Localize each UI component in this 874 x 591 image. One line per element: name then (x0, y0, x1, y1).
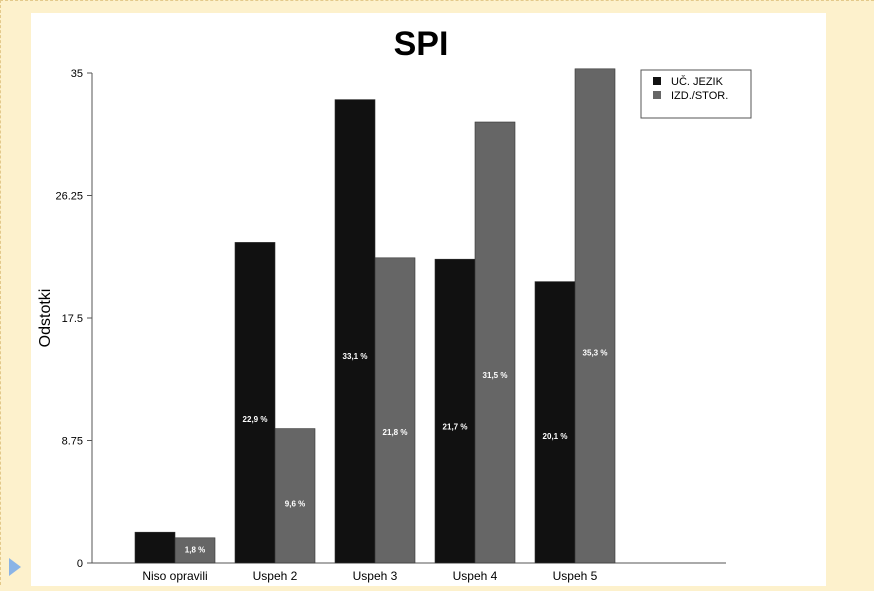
y-tick-label: 0 (77, 558, 83, 570)
legend-swatch (653, 91, 661, 99)
bar-chart: SPI Odstotki 0 8.75 17.5 26.25 35 1,8 % Niso … (37, 25, 752, 583)
bar (434, 258, 476, 564)
y-tick-label: 35 (71, 68, 83, 80)
data-label: 33,1 % (343, 352, 368, 361)
x-tick-label: Uspeh 4 (453, 569, 498, 583)
data-label: 22,9 % (243, 415, 268, 424)
x-tick-label: Uspeh 5 (553, 569, 598, 583)
bar (334, 99, 376, 564)
bar (474, 121, 516, 564)
y-tick-label: 17.5 (62, 313, 83, 325)
legend-label: IZD./STOR. (671, 90, 728, 102)
x-tick-label: Niso opravili (142, 569, 207, 583)
bar (134, 531, 176, 564)
y-tick-label: 8.75 (62, 436, 83, 448)
bar (174, 537, 216, 564)
data-label: 1,8 % (185, 545, 205, 554)
data-label: 31,5 % (483, 371, 508, 380)
x-tick-label: Uspeh 3 (353, 569, 398, 583)
legend-label: UČ. JEZIK (671, 75, 724, 88)
bar (234, 242, 276, 564)
bars: 1,8 % Niso opravili 22,9 % 9,6 % Uspeh 2 33,1… (134, 68, 616, 583)
legend-swatch (653, 77, 661, 85)
x-tick-label: Uspeh 2 (253, 569, 298, 583)
play-triangle-icon[interactable] (9, 558, 21, 576)
chart-title: SPI (394, 25, 449, 63)
data-label: 9,6 % (285, 500, 305, 509)
legend: UČ. JEZIK IZD./STOR. (640, 69, 752, 119)
bar (574, 68, 616, 564)
chart-panel: SPI Odstotki 0 8.75 17.5 26.25 35 1,8 % Niso … (31, 13, 826, 586)
bar (374, 257, 416, 564)
data-label: 35,3 % (583, 348, 608, 357)
data-label: 20,1 % (543, 432, 568, 441)
bar (534, 281, 576, 564)
data-label: 21,7 % (443, 422, 468, 431)
y-axis-label: Odstotki (37, 289, 54, 348)
bar (274, 428, 316, 564)
y-tick-label: 26.25 (55, 191, 83, 203)
data-label: 21,8 % (383, 428, 408, 437)
